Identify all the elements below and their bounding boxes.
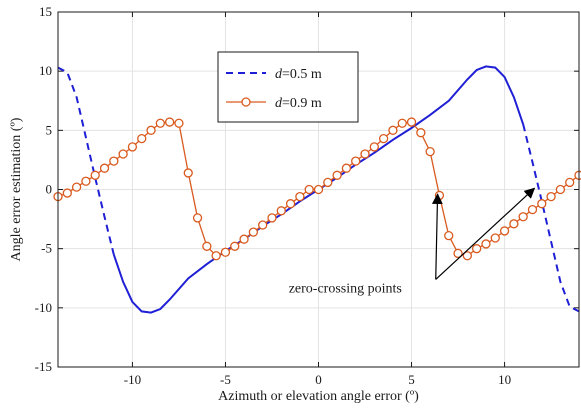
series-d09-point bbox=[258, 220, 268, 230]
series-d09-point bbox=[99, 163, 110, 173]
series-d09-point bbox=[220, 247, 231, 257]
x-tick-label: 0 bbox=[315, 372, 322, 387]
y-tick-label: -10 bbox=[35, 300, 52, 315]
y-tick-label: 15 bbox=[39, 4, 52, 19]
series-d09-point bbox=[202, 241, 212, 251]
series-d09-point bbox=[164, 117, 175, 127]
series-d09-point bbox=[332, 170, 342, 180]
series-d09-point bbox=[323, 177, 333, 188]
series-d05-dashed-right bbox=[522, 124, 580, 313]
x-tick-label: 5 bbox=[408, 372, 415, 387]
series-d09-point bbox=[137, 133, 147, 144]
series-d09-point bbox=[360, 149, 370, 159]
x-tick-label: -10 bbox=[124, 372, 141, 387]
annotation-layer: zero-crossing points bbox=[289, 187, 536, 296]
series-d09-point bbox=[527, 204, 538, 215]
series-d09-point bbox=[472, 244, 482, 254]
series-d09-point bbox=[388, 125, 398, 135]
series-d09-point bbox=[546, 191, 556, 202]
y-tick-label: -5 bbox=[41, 241, 52, 256]
series-d09-point bbox=[81, 176, 91, 186]
series-d09-point bbox=[109, 156, 119, 166]
legend-entry-d05: d=0.5 m bbox=[275, 67, 322, 82]
series-d09-point bbox=[406, 117, 417, 127]
plot-frame bbox=[57, 11, 580, 368]
series-d09-point bbox=[499, 226, 510, 236]
series-d09-point bbox=[537, 199, 547, 209]
annotation-arrow bbox=[435, 187, 536, 280]
series-d09-point bbox=[211, 251, 221, 261]
series-d09-point bbox=[304, 184, 314, 195]
series-d09-point bbox=[90, 170, 100, 180]
series-d09-point bbox=[248, 227, 259, 237]
series-d09-point bbox=[369, 142, 379, 152]
series-d09-point bbox=[118, 149, 128, 159]
series-d09-point bbox=[434, 190, 445, 201]
series-d09-point bbox=[444, 230, 454, 241]
series-d09-point bbox=[453, 248, 463, 259]
legend-box bbox=[217, 51, 359, 123]
series-d09-point bbox=[155, 118, 165, 128]
series-d09-point bbox=[174, 118, 184, 128]
series-d09-point bbox=[397, 118, 407, 128]
series-d09-point bbox=[313, 184, 324, 195]
series-d09-point bbox=[574, 170, 581, 180]
series-d09-point bbox=[295, 191, 305, 202]
series-d09-point bbox=[276, 206, 286, 216]
annotation-arrow bbox=[431, 193, 443, 280]
series-d09-point bbox=[71, 182, 82, 192]
series-d09 bbox=[53, 117, 581, 261]
legend: d=0.5 m d=0.9 m bbox=[217, 51, 359, 123]
legend-entry-d09: d=0.9 m bbox=[275, 96, 322, 111]
series-d09-point bbox=[416, 128, 426, 138]
series-d09-point bbox=[555, 184, 566, 195]
series-d09-point bbox=[239, 234, 249, 244]
series-d09-point bbox=[565, 177, 575, 188]
series-d09-point bbox=[230, 241, 240, 251]
x-tick-label: 10 bbox=[498, 372, 511, 387]
series-d09-point bbox=[192, 213, 203, 223]
series-d09-point bbox=[378, 133, 389, 144]
y-tick-label: -15 bbox=[35, 359, 52, 374]
y-axis-label: Angle error estimation (º) bbox=[9, 117, 24, 261]
series-d09-point bbox=[341, 163, 352, 173]
series-d09-point bbox=[425, 146, 435, 157]
series-d09-point bbox=[481, 239, 491, 249]
series-layer bbox=[53, 65, 581, 314]
series-d09-point bbox=[351, 156, 361, 166]
series-d09-point bbox=[267, 213, 277, 223]
y-tick-label: 0 bbox=[46, 182, 53, 197]
series-d09-point bbox=[127, 142, 138, 152]
series-d09-point bbox=[518, 212, 528, 222]
x-tick-label: -5 bbox=[220, 372, 231, 387]
y-tick-label: 10 bbox=[39, 63, 52, 78]
series-d09-point bbox=[285, 199, 296, 209]
series-d09-point bbox=[62, 188, 72, 198]
legend-marker-d09 bbox=[241, 97, 251, 107]
series-d05-dashed-left bbox=[57, 66, 115, 255]
annotation-text: zero-crossing points bbox=[289, 281, 402, 296]
series-d09-point bbox=[183, 168, 193, 178]
series-d09-point bbox=[490, 233, 500, 243]
series-d09-point bbox=[462, 251, 473, 261]
axis-ticks: -10 -5 0 5 10 -15 -10 -5 0 5 10 15 bbox=[35, 4, 579, 387]
series-d09-point bbox=[146, 125, 156, 135]
y-tick-label: 5 bbox=[46, 122, 53, 137]
series-d09-point bbox=[509, 219, 519, 229]
x-axis-label: Azimuth or elevation angle error (º) bbox=[218, 389, 419, 404]
